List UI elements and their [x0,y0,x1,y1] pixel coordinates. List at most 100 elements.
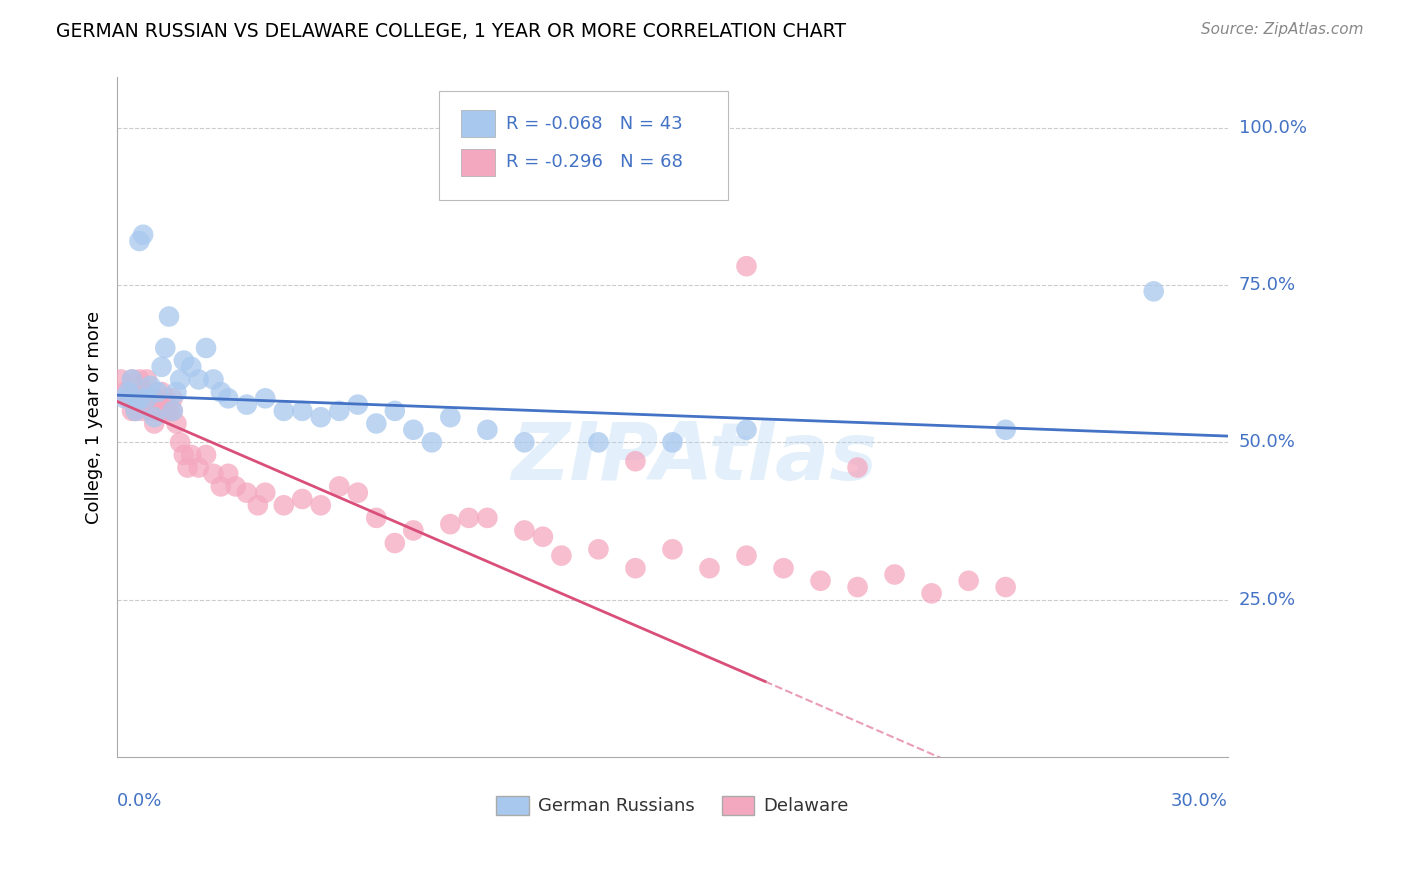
Point [139,404,162,418]
Point [209,479,232,493]
Point [187,460,209,475]
Point [132,227,155,242]
Point [132,404,155,418]
Point [1143,285,1166,299]
Point [135,372,157,386]
Point [439,410,461,425]
Point [328,479,350,493]
Point [173,353,195,368]
Text: GERMAN RUSSIAN VS DELAWARE COLLEGE, 1 YEAR OR MORE CORRELATION CHART: GERMAN RUSSIAN VS DELAWARE COLLEGE, 1 YE… [56,22,846,41]
Point [114,392,136,406]
Point [162,392,184,406]
Legend: German Russians, Delaware: German Russians, Delaware [489,789,856,822]
Point [155,341,177,355]
Point [195,448,218,462]
Point [143,410,166,425]
Point [155,392,177,406]
Point [121,372,143,386]
Point [420,435,443,450]
Point [772,561,794,575]
Point [624,561,647,575]
Y-axis label: College, 1 year or more: College, 1 year or more [86,310,103,524]
Point [699,561,721,575]
Point [128,392,150,406]
Point [128,372,150,386]
Point [550,549,572,563]
Point [169,372,191,386]
Point [132,384,155,399]
Point [121,404,143,418]
Point [217,467,239,481]
Point [110,372,132,386]
Point [273,404,295,418]
Text: 0.0%: 0.0% [117,791,163,810]
Point [921,586,943,600]
Point [157,404,180,418]
Point [291,491,314,506]
Point [846,460,869,475]
Point [225,479,247,493]
Text: R = -0.296   N = 68: R = -0.296 N = 68 [506,153,683,171]
Point [457,511,479,525]
Point [846,580,869,594]
FancyBboxPatch shape [439,91,728,200]
Point [209,384,232,399]
Point [735,423,758,437]
Text: ZIPAtlas: ZIPAtlas [512,419,877,497]
Point [735,549,758,563]
Point [150,359,173,374]
FancyBboxPatch shape [461,149,495,176]
Point [143,417,166,431]
Point [994,423,1017,437]
Point [117,384,139,399]
Point [994,580,1017,594]
Text: Source: ZipAtlas.com: Source: ZipAtlas.com [1201,22,1364,37]
Point [735,259,758,273]
Point [150,404,173,418]
Point [128,392,150,406]
Point [173,448,195,462]
Point [309,498,332,512]
Point [195,341,218,355]
Point [291,404,314,418]
Point [217,392,239,406]
Point [114,384,136,399]
Point [273,498,295,512]
Point [128,234,150,248]
Point [121,372,143,386]
Point [477,423,499,437]
Point [187,372,209,386]
Point [157,310,180,324]
Text: R = -0.068   N = 43: R = -0.068 N = 43 [506,115,683,133]
Point [125,392,148,406]
Point [165,417,187,431]
Point [624,454,647,468]
Point [810,574,832,588]
Point [957,574,980,588]
Point [202,467,225,481]
Point [135,392,157,406]
Point [588,435,610,450]
Point [117,392,139,406]
Text: 75.0%: 75.0% [1239,276,1296,294]
Point [366,417,388,431]
Point [402,423,425,437]
Point [125,404,148,418]
Point [162,404,184,418]
Point [439,517,461,532]
Point [883,567,905,582]
Point [513,524,536,538]
Point [588,542,610,557]
Point [180,448,202,462]
Point [309,410,332,425]
Point [202,372,225,386]
Point [236,398,259,412]
Point [328,404,350,418]
Point [155,404,177,418]
Point [139,378,162,392]
Point [384,536,406,550]
Point [162,404,184,418]
Text: 100.0%: 100.0% [1239,119,1306,136]
Point [384,404,406,418]
Point [146,404,169,418]
